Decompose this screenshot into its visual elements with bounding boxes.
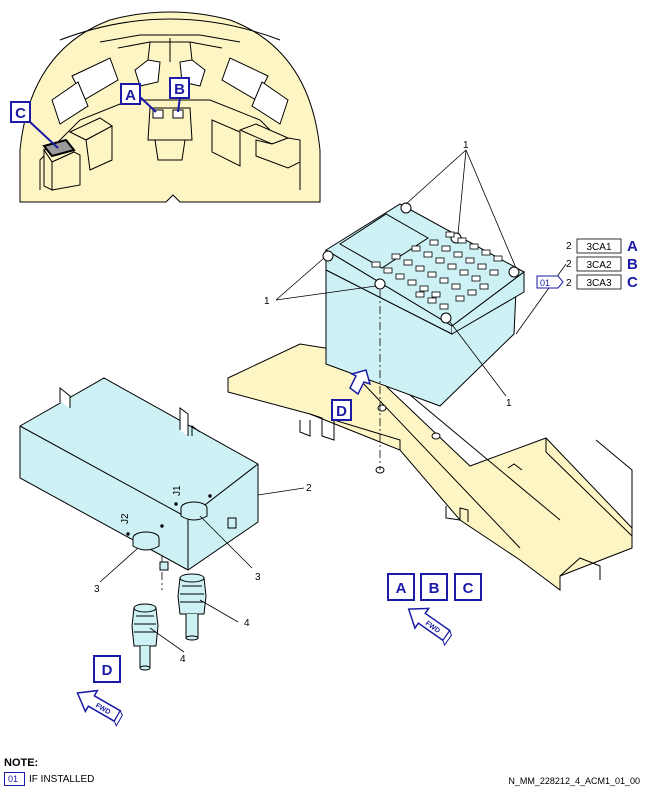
svg-text:01: 01 <box>540 278 550 288</box>
svg-text:B: B <box>429 580 440 597</box>
svg-text:3CA2: 3CA2 <box>586 260 611 271</box>
view-d-marker-box: D <box>331 399 352 421</box>
svg-text:C: C <box>463 580 474 597</box>
connector-mark-j1: J1 <box>172 485 183 496</box>
note-text: IF INSTALLED <box>29 773 95 785</box>
callout-box-c: C <box>10 101 31 123</box>
item-number-1-left: 1 <box>264 296 270 307</box>
view-d-label: D <box>93 655 121 683</box>
view-abc-c: C <box>454 573 482 601</box>
control-unit <box>322 202 525 407</box>
svg-text:C: C <box>15 105 26 122</box>
component-row-3: 01 2 3CA3 C <box>536 274 638 291</box>
svg-text:D: D <box>336 403 347 420</box>
view-abc-b: B <box>420 573 448 601</box>
item-number-3-right: 3 <box>255 572 261 583</box>
item-number-1-top: 1 <box>463 140 469 151</box>
note-line: 01 IF INSTALLED <box>4 772 94 786</box>
item-number-4-left: 4 <box>180 654 186 665</box>
component-row-2: 2 3CA2 B <box>566 256 638 273</box>
component-row-1: 2 3CA1 A <box>566 238 638 255</box>
svg-text:2: 2 <box>566 241 572 252</box>
svg-text:2: 2 <box>566 259 572 270</box>
item-number-4-right: 4 <box>244 618 250 629</box>
cockpit-overview <box>19 11 321 203</box>
callout-box-a: A <box>120 83 141 105</box>
note-title: NOTE: <box>4 757 39 769</box>
item-number-2: 2 <box>306 483 312 494</box>
svg-text:B: B <box>627 256 638 273</box>
callout-box-b: B <box>169 77 190 99</box>
svg-text:A: A <box>396 580 407 597</box>
mounting-tray <box>227 343 633 591</box>
svg-text:A: A <box>627 238 638 255</box>
fwd-arrow-icon-d: FWD <box>76 689 123 727</box>
svg-text:D: D <box>102 662 113 679</box>
view-abc-a: A <box>387 573 415 601</box>
svg-text:B: B <box>174 81 185 98</box>
plug-right <box>177 573 207 641</box>
figure-reference: N_MM_228212_4_ACM1_01_00 <box>508 776 640 786</box>
plug-left <box>131 603 159 671</box>
item-number-3-left: 3 <box>94 584 100 595</box>
effectivity-code: 01 <box>4 772 26 786</box>
cockpit-callout-lines <box>29 96 181 149</box>
svg-text:C: C <box>627 274 638 291</box>
svg-text:A: A <box>125 87 136 104</box>
item-number-1-right: 1 <box>506 398 512 409</box>
svg-text:2: 2 <box>566 278 572 289</box>
connector-mark-j2: J2 <box>120 513 131 524</box>
view-d-marker-arrow <box>349 369 372 396</box>
svg-text:3CA1: 3CA1 <box>586 242 611 253</box>
svg-text:3CA3: 3CA3 <box>586 278 611 289</box>
alignment-lines <box>161 290 381 590</box>
fwd-arrow-icon-abc: FWD <box>407 607 452 647</box>
